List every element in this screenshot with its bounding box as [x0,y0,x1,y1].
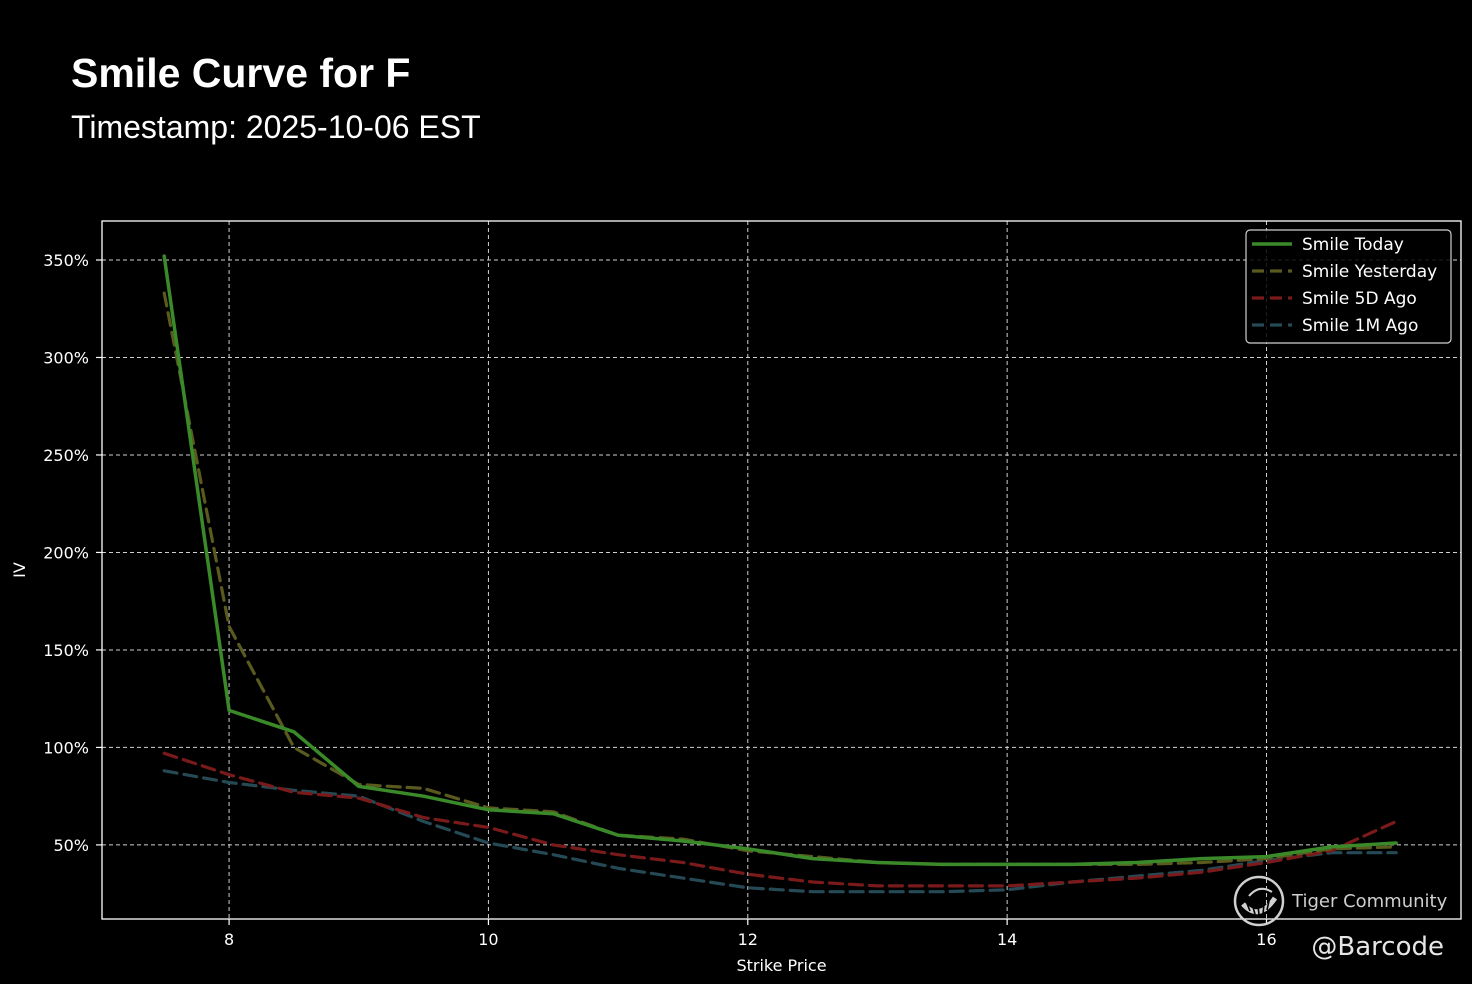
legend-label: Smile Yesterday [1302,262,1437,282]
y-tick-label: 250% [43,446,89,465]
y-tick-label: 100% [43,738,89,757]
series-line-4 [162,769,1398,894]
legend-label: Smile 5D Ago [1302,289,1417,309]
chart-title: Smile Curve for F [71,50,411,96]
y-axis-label: IV [10,562,29,578]
x-tick-label: 14 [997,930,1017,949]
axis-ticks: 8 10 12 14 16 50% 100% 150% 200% 250% 300% 350% [43,251,1276,949]
legend: Smile Today Smile Yesterday Smile 5D Ago Sm… [1245,229,1452,344]
x-tick-label: 12 [738,930,758,949]
plot-area-frame [101,220,1462,920]
x-tick-label: 16 [1256,930,1276,949]
brand-watermark: Tiger Community [1292,891,1448,912]
chart-subtitle: Timestamp: 2025-10-06 EST [71,109,481,145]
y-tick-label: 50% [53,836,89,855]
y-tick-label: 350% [43,251,89,270]
legend-label: Smile 1M Ago [1302,316,1418,336]
author-handle: @Barcode [1311,932,1444,962]
y-tick-label: 150% [43,641,89,660]
x-tick-label: 8 [224,930,234,949]
series-line-3 [162,751,1398,888]
grid-lines [102,221,1461,919]
x-axis-label: Strike Price [736,956,826,975]
y-tick-label: 200% [43,543,89,562]
series-line-1 [162,254,1398,867]
legend-box [1245,229,1452,344]
legend-label: Smile Today [1302,235,1404,255]
tiger-logo-icon [1233,875,1285,927]
x-tick-label: 10 [478,930,498,949]
series-lines [162,254,1398,894]
y-tick-label: 300% [43,348,89,367]
